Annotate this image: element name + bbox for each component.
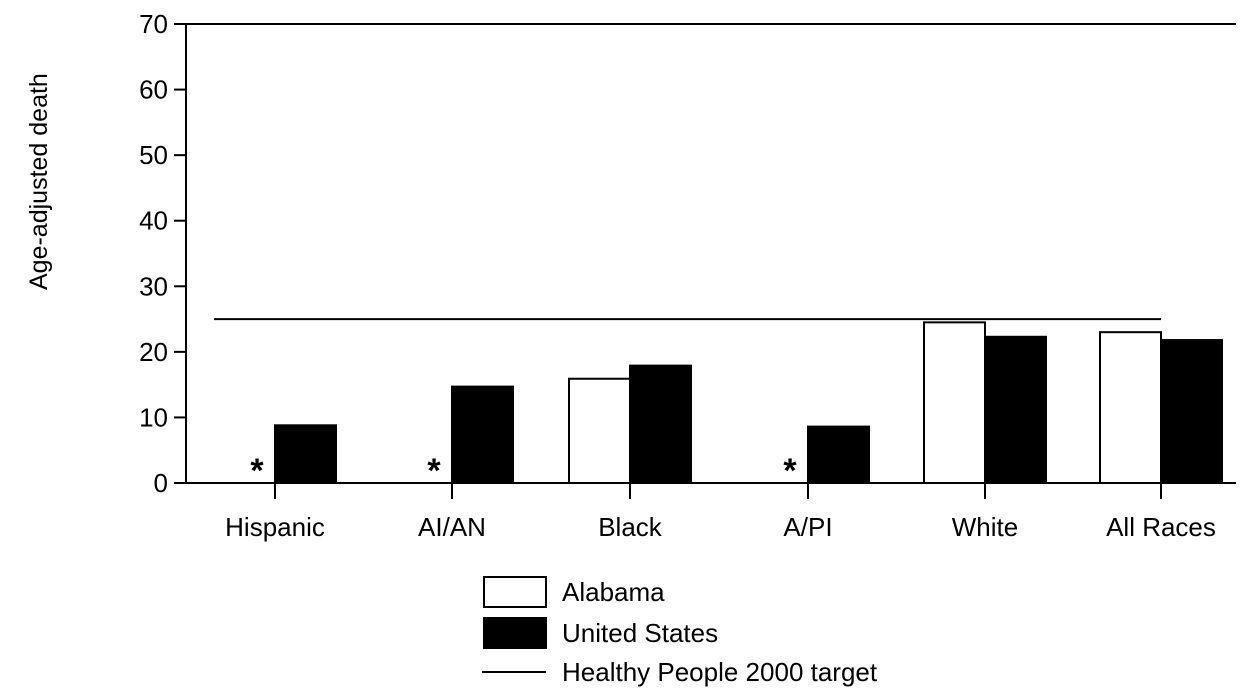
y-tick-label: 60: [139, 75, 168, 105]
legend-swatch-alabama: [483, 576, 547, 608]
legend-label-target: Healthy People 2000 target: [562, 657, 878, 687]
bar-united-states: [629, 364, 692, 484]
y-axis-ticks: 0 10 20 30 40 50 60 70: [139, 9, 186, 498]
y-tick-label: 20: [139, 337, 168, 367]
bar-alabama: [568, 377, 631, 484]
y-tick-label: 40: [139, 206, 168, 236]
bar-united-states: [1160, 339, 1223, 484]
bar-united-states: [984, 335, 1047, 485]
bars: * * *: [214, 318, 1223, 490]
suppressed-marker: *: [427, 452, 441, 490]
y-tick-label: 10: [139, 402, 168, 432]
x-category-label: White: [952, 512, 1018, 542]
axes: [185, 23, 1236, 484]
bar-united-states: [274, 424, 337, 485]
x-axis-categories: Hispanic AI/AN Black A/PI White All Races: [225, 483, 1216, 542]
bar-united-states: [807, 425, 870, 485]
y-tick-label: 70: [139, 9, 168, 39]
legend-label-alabama: Alabama: [562, 577, 665, 607]
y-tick-label: 0: [154, 468, 168, 498]
suppressed-marker: *: [783, 452, 797, 490]
x-category-label: All Races: [1106, 512, 1216, 542]
x-category-label: AI/AN: [418, 512, 486, 542]
suppressed-marker: *: [250, 452, 264, 490]
legend-swatch-united-states: [483, 617, 547, 649]
bar-united-states: [451, 385, 514, 484]
legend-label-united-states: United States: [562, 618, 718, 648]
y-tick-label: 30: [139, 271, 168, 301]
x-category-label: Black: [598, 512, 663, 542]
x-category-label: A/PI: [783, 512, 832, 542]
bar-alabama: [1099, 331, 1162, 484]
x-category-label: Hispanic: [225, 512, 325, 542]
y-tick-label: 50: [139, 140, 168, 170]
bar-alabama: [923, 321, 986, 484]
legend: Alabama United States Healthy People 2000 …: [482, 576, 878, 687]
y-axis-title: Age-adjusted death: [25, 73, 53, 290]
